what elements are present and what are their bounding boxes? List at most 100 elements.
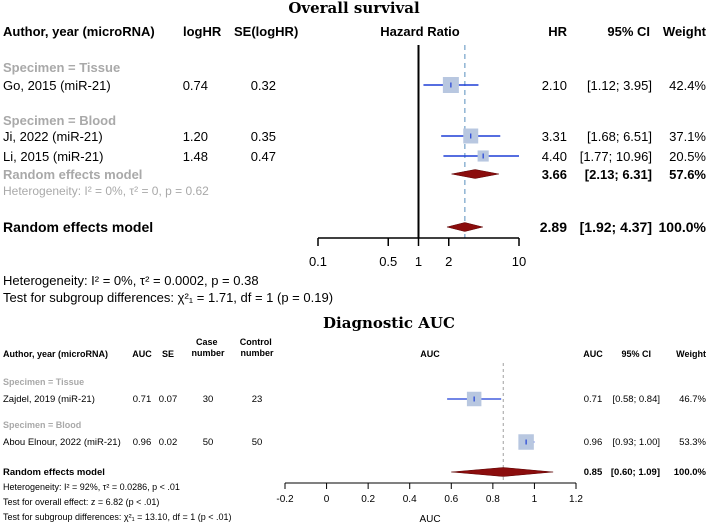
auc-header-case-line: Case [196,337,218,347]
os-overall-ci: [1.92; 4.37] [580,219,652,235]
os-header-loghr: logHR [183,24,222,39]
auc-x-tick-label: 0.4 [403,494,417,505]
os-study-se: 0.35 [251,129,276,144]
os-group-label-blood: Specimen = Blood [3,113,116,128]
auc-header-axis: AUC [420,349,440,359]
auc-overall-label: Random effects model [3,467,105,478]
os-study-hr: 3.31 [542,129,567,144]
auc-x-tick-label: 0.2 [361,494,375,505]
os-x-tick-label: 2 [445,254,452,269]
auc-x-tick-label: 1.2 [569,494,583,505]
os-overall-weight: 100.0% [659,219,707,235]
auc-study-ci: [0.58; 0.84] [612,394,660,405]
os-header-axis: Hazard Ratio [380,24,460,39]
auc-footnote-overall-effect: Test for overall effect: z = 6.82 (p < .… [3,497,159,507]
os-study-hr: 4.40 [542,149,567,164]
os-study-name: Go, 2015 (miR-21) [3,78,111,93]
os-footnote-subgroup: Test for subgroup differences: χ²₁ = 1.7… [3,290,333,305]
auc-study-est: 0.71 [584,394,603,405]
auc-title: Diagnostic AUC [323,314,455,332]
auc-study-auc: 0.71 [133,394,152,405]
auc-plot-area: -0.2 0 0.2 0.4 0.6 0.8 1 1.2 [276,363,583,505]
os-x-tick-label: 1 [415,254,422,269]
auc-study-auc: 0.96 [133,437,152,448]
os-overall-label: Random effects model [3,219,153,235]
os-study-name: Ji, 2022 (miR-21) [3,129,103,144]
auc-overall-weight: 100.0% [674,467,707,478]
auc-header-auc-right: AUC [583,349,603,359]
auc-study-se: 0.02 [159,437,178,448]
os-study-ci: [1.12; 3.95] [587,78,652,93]
os-subtotal-label: Random effects model [3,167,142,182]
os-group-label-tissue: Specimen = Tissue [3,60,120,75]
os-subgroup-heterogeneity: Heterogeneity: I² = 0%, τ² = 0, p = 0.62 [3,184,209,198]
os-header-hr: HR [548,24,567,39]
os-header-ci: 95% CI [607,24,650,39]
os-plot-area: 0.1 0.5 1 2 10 [309,45,526,269]
os-study-ci: [1.77; 10.96] [580,149,652,164]
diagnostic-auc-panel: Diagnostic AUC Author, year (microRNA) A… [3,314,707,525]
overall-survival-panel: Overall survival Author, year (microRNA)… [3,0,707,305]
auc-overall-diamond [451,467,554,477]
auc-footnote-heterogeneity: Heterogeneity: I² = 92%, τ² = 0.0286, p … [3,482,180,492]
os-subtotal-ci: [2.13; 6.31] [585,167,652,182]
os-overall-diamond [446,222,483,232]
os-header-study: Author, year (microRNA) [3,24,155,39]
auc-study-name: Zajdel, 2019 (miR-21) [3,394,95,405]
auc-header-se: SE [162,349,174,359]
os-study-se: 0.32 [251,78,276,93]
os-study-loghr: 0.74 [183,78,208,93]
os-overall-hr: 2.89 [540,219,567,235]
auc-header-auc: AUC [132,349,152,359]
os-study-hr: 2.10 [542,78,567,93]
auc-header-case-line: number [191,348,225,358]
auc-header-control: Control number [240,337,275,358]
os-study-loghr: 1.20 [183,129,208,144]
auc-x-tick-label: 0.8 [486,494,500,505]
auc-study-est: 0.96 [584,437,603,448]
os-study-name: Li, 2015 (miR-21) [3,149,103,164]
auc-group-label-blood: Specimen = Blood [3,420,81,430]
auc-x-tick-label: 0.6 [444,494,458,505]
os-x-tick-label: 0.1 [309,254,327,269]
auc-header-control-line: number [240,348,274,358]
auc-study-se: 0.07 [159,394,178,405]
auc-study-name: Abou Elnour, 2022 (miR-21) [3,437,121,448]
os-footnote-heterogeneity: Heterogeneity: I² = 0%, τ² = 0.0002, p =… [3,273,259,288]
os-study-weight: 37.1% [669,129,706,144]
os-subgroup-diamond [451,169,499,179]
os-header-se: SE(logHR) [234,24,298,39]
auc-header-weight: Weight [676,349,706,359]
os-study-weight: 42.4% [669,78,706,93]
auc-x-tick-label: 0 [324,494,330,505]
auc-study-control: 50 [252,437,263,448]
auc-header-case: Case number [191,337,225,358]
os-subtotal-hr: 3.66 [542,167,567,182]
auc-header-ci: 95% CI [621,349,651,359]
auc-overall-ci: [0.60; 1.09] [611,467,660,478]
auc-study-weight: 46.7% [679,394,706,405]
os-study-weight: 20.5% [669,149,706,164]
auc-study-case: 30 [203,394,214,405]
auc-x-axis-label: AUC [419,514,440,525]
os-x-tick-label: 0.5 [379,254,397,269]
auc-study-case: 50 [203,437,214,448]
auc-study-ci: [0.93; 1.00] [612,437,660,448]
os-study-se: 0.47 [251,149,276,164]
auc-footnote-subgroup: Test for subgroup differences: χ²₁ = 13.… [3,512,231,522]
auc-study-weight: 53.3% [679,437,706,448]
os-x-tick-label: 10 [512,254,526,269]
auc-x-tick-label: 1 [532,494,538,505]
os-header-weight: Weight [663,24,707,39]
os-title: Overall survival [288,0,420,17]
auc-x-tick-label: -0.2 [276,494,294,505]
os-subtotal-weight: 57.6% [669,167,706,182]
auc-group-label-tissue: Specimen = Tissue [3,377,84,387]
auc-header-control-line: Control [240,337,272,347]
auc-study-control: 23 [252,394,263,405]
auc-overall-est: 0.85 [584,467,603,478]
auc-header-study: Author, year (microRNA) [3,349,108,359]
os-study-loghr: 1.48 [183,149,208,164]
os-study-ci: [1.68; 6.51] [587,129,652,144]
